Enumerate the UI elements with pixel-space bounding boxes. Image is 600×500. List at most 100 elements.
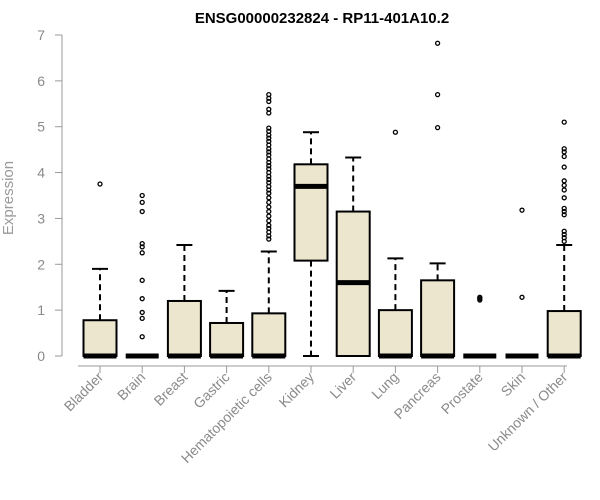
outlier-point [561,235,567,241]
y-tick-label: 4 [37,165,45,181]
outlier-point [561,187,567,193]
outlier-point [561,178,567,184]
x-category-label: Liver [327,369,360,402]
outlier-point [392,129,399,135]
outlier-point [477,294,483,300]
box-group [293,131,329,357]
outlier-point [266,222,272,228]
outlier-point [561,146,567,152]
y-axis-label: Expression [0,161,17,235]
outlier-point [266,180,272,186]
x-category-label: Pancreas [391,369,444,422]
box-group [377,129,413,359]
outlier-point [266,213,272,219]
y-tick-label: 3 [37,210,45,226]
x-category-label: Bladder [61,369,107,415]
outlier-point [139,315,145,322]
outlier-point [266,135,272,141]
box-group [505,207,539,359]
box-group [546,119,582,359]
outlier-point [266,106,272,112]
box-iqr [209,321,245,357]
box-group [463,294,497,359]
box-group [209,289,245,359]
outlier-point [561,231,567,238]
y-tick-label: 1 [37,302,45,318]
box-iqr [377,309,413,357]
outlier-point [139,240,145,247]
x-category-label: Skin [498,369,529,400]
outlier-point [139,199,145,206]
box-iqr [293,163,329,262]
outlier-point [561,164,567,170]
chart-title: ENSG00000232824 - RP11-401A10.2 [195,10,449,27]
outlier-point [266,91,272,98]
outlier-point [266,236,272,242]
y-tick-label: 0 [37,348,45,364]
outlier-point [266,128,272,134]
outlier-point [266,204,272,210]
outlier-point [97,181,103,187]
y-tick-label: 5 [37,119,45,135]
outlier-point [266,190,272,196]
outlier-point [139,244,145,250]
box-group [420,40,456,359]
outlier-point [139,334,145,340]
outlier-point [139,208,145,215]
outlier-point [139,296,145,302]
outlier-point [266,176,272,183]
x-category-label: Prostate [438,369,486,417]
outlier-point [561,195,567,201]
x-category-label: Breast [151,369,191,409]
outlier-point [139,192,145,199]
outlier-point [266,208,272,215]
outlier-point [561,149,567,155]
x-category-label: Kidney [276,369,318,411]
box-iqr [420,279,456,358]
box-iqr [166,299,202,358]
outlier-point [561,119,567,125]
x-category-label: Lung [368,369,401,402]
outlier-point [434,91,441,98]
outlier-point [266,195,272,201]
outlier-point [561,208,567,215]
box-iqr [82,319,118,357]
outlier-point [266,125,272,131]
box-group [125,192,159,359]
box-group [335,156,371,357]
x-category-label: Brain [114,369,148,403]
outlier-point [139,277,145,283]
y-ticks: 0 1 2 3 4 5 6 7 [37,27,62,364]
outlier-point [434,40,441,46]
outlier-point [561,153,567,160]
box-group [251,91,287,359]
outlier-point [266,149,272,155]
box-group [82,181,118,359]
y-tick-label: 6 [37,73,45,89]
outlier-point [139,250,145,256]
outlier-point [561,205,567,211]
x-category-label: Unknown / Other [485,369,571,455]
outlier-point [266,138,272,145]
outlier-point [561,212,567,218]
outlier-point [519,294,525,300]
outlier-point [266,166,272,172]
outlier-point [266,199,272,206]
y-tick-label: 7 [37,27,45,43]
box-group [166,244,202,359]
outlier-point [519,207,525,213]
outlier-point [266,163,272,169]
outlier-point [434,124,441,131]
box-iqr [251,312,287,357]
outlier-point [266,152,272,158]
y-tick-label: 2 [37,256,45,272]
outlier-point [266,225,272,232]
outlier-point [266,218,272,224]
outlier-point [266,98,272,105]
outlier-point [561,182,567,189]
outlier-point [561,228,567,234]
box-iqr [546,310,582,357]
boxes [82,40,582,359]
